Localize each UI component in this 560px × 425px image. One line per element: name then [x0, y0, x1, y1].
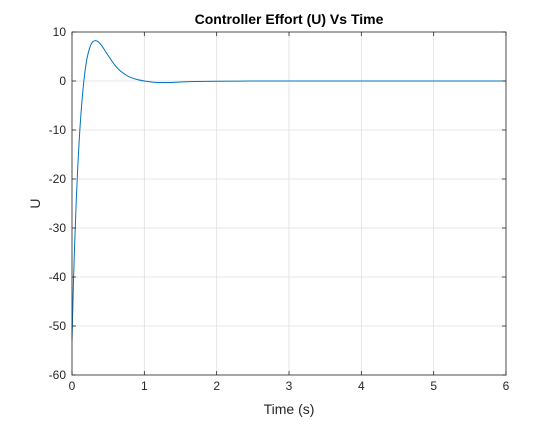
y-tick-label: 10	[53, 25, 67, 39]
x-tick-label: 1	[141, 379, 148, 393]
y-tick-label: -40	[49, 270, 67, 284]
y-tick-label: -50	[49, 319, 67, 333]
chart-title: Controller Effort (U) Vs Time	[195, 11, 384, 27]
y-tick-labels: -60 -50 -40 -30 -20 -10 0 10	[49, 25, 67, 382]
x-tick-label: 3	[286, 379, 293, 393]
x-tick-label: 6	[503, 379, 510, 393]
series-layer	[71, 40, 506, 341]
y-tick-label: -60	[49, 368, 67, 382]
y-tick-label: -20	[49, 172, 67, 186]
y-tick-label: 0	[59, 74, 66, 88]
series-line	[71, 40, 506, 341]
x-tick-label: 2	[213, 379, 220, 393]
x-tick-label: 4	[358, 379, 365, 393]
y-axis-label: U	[27, 198, 43, 208]
x-tick-label: 0	[69, 379, 76, 393]
x-tick-labels: 0 1 2 3 4 5 6	[69, 379, 510, 393]
y-tick-label: -10	[49, 123, 67, 137]
tick-marks	[71, 31, 507, 376]
y-tick-label: -30	[49, 221, 67, 235]
x-axis-label: Time (s)	[264, 401, 315, 417]
x-tick-label: 5	[430, 379, 437, 393]
